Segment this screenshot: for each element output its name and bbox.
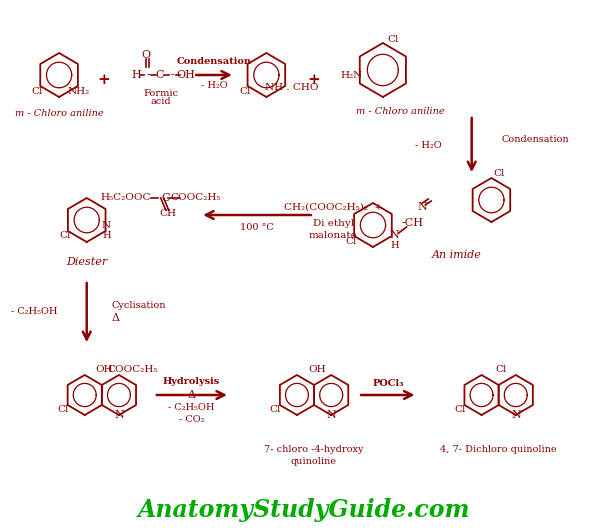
Text: OH: OH <box>308 364 326 373</box>
Text: Cyclisation: Cyclisation <box>111 301 166 310</box>
Text: Cl: Cl <box>270 404 281 413</box>
Text: 100 °C: 100 °C <box>240 223 273 232</box>
Text: N: N <box>418 202 427 212</box>
Text: H: H <box>131 70 141 80</box>
Text: C: C <box>156 70 164 80</box>
Text: acid: acid <box>150 97 171 106</box>
Text: N: N <box>511 410 521 420</box>
Text: 4, 7- Dichloro quinoline: 4, 7- Dichloro quinoline <box>440 445 557 453</box>
Text: N: N <box>390 230 400 240</box>
Text: Cl: Cl <box>454 404 466 413</box>
Text: H₂N: H₂N <box>340 71 362 79</box>
Text: H: H <box>391 240 399 250</box>
Text: Cl: Cl <box>493 170 505 179</box>
Text: Cl: Cl <box>32 87 43 96</box>
Text: Cl: Cl <box>387 36 398 45</box>
Text: 7- chloro -4-hydroxy: 7- chloro -4-hydroxy <box>264 445 364 453</box>
Text: N: N <box>114 410 124 420</box>
Text: quinoline: quinoline <box>291 456 337 466</box>
Text: m - Chloro aniline: m - Chloro aniline <box>15 109 103 118</box>
Text: CH₂(COOC₂H₅)₂  +: CH₂(COOC₂H₅)₂ + <box>284 203 383 212</box>
Text: malonate: malonate <box>309 230 358 239</box>
Text: O: O <box>141 50 150 60</box>
Text: NH . CHO: NH . CHO <box>265 82 319 92</box>
Text: Di ethyl: Di ethyl <box>313 219 354 228</box>
Text: m - Chloro aniline: m - Chloro aniline <box>356 107 445 117</box>
Text: +: + <box>307 73 320 87</box>
Text: Δ: Δ <box>188 390 195 400</box>
Text: Condensation: Condensation <box>177 57 251 66</box>
Text: Cl: Cl <box>496 364 507 373</box>
Text: C: C <box>162 193 170 203</box>
Text: NH₂: NH₂ <box>68 87 90 96</box>
Text: +: + <box>97 73 110 87</box>
Text: H: H <box>102 231 111 240</box>
Text: N: N <box>102 220 111 229</box>
Text: - H₂O: - H₂O <box>415 140 442 149</box>
Text: CH: CH <box>159 210 176 219</box>
Text: - CO₂: - CO₂ <box>178 414 204 423</box>
Text: Diester: Diester <box>66 257 108 267</box>
Text: N: N <box>327 410 337 420</box>
Text: -: - <box>171 70 174 80</box>
Text: Condensation: Condensation <box>501 136 569 145</box>
Text: AnatomyStudyGuide.com: AnatomyStudyGuide.com <box>138 498 470 522</box>
Text: COOC₂H₅: COOC₂H₅ <box>170 194 221 203</box>
Text: Hydrolysis: Hydrolysis <box>163 378 220 387</box>
Text: H₅C₂OOC: H₅C₂OOC <box>100 194 151 203</box>
Text: Δ: Δ <box>111 313 120 323</box>
Text: - C₂H₅OH: - C₂H₅OH <box>168 403 215 411</box>
Text: - C₂H₅OH: - C₂H₅OH <box>11 307 57 317</box>
Text: COOC₂H₅: COOC₂H₅ <box>107 364 157 373</box>
Text: POCl₃: POCl₃ <box>372 378 403 387</box>
Text: Formic: Formic <box>143 88 178 97</box>
Text: An imide: An imide <box>432 250 482 260</box>
Text: -CH: -CH <box>401 218 424 228</box>
Text: OH: OH <box>176 70 195 80</box>
Text: Cl: Cl <box>57 404 69 413</box>
Text: OH: OH <box>96 364 114 373</box>
Text: Cl: Cl <box>239 87 251 96</box>
Text: Cl: Cl <box>346 237 357 245</box>
Text: Cl: Cl <box>59 231 71 240</box>
Text: -: - <box>146 70 150 80</box>
Text: - H₂O: - H₂O <box>201 80 227 89</box>
